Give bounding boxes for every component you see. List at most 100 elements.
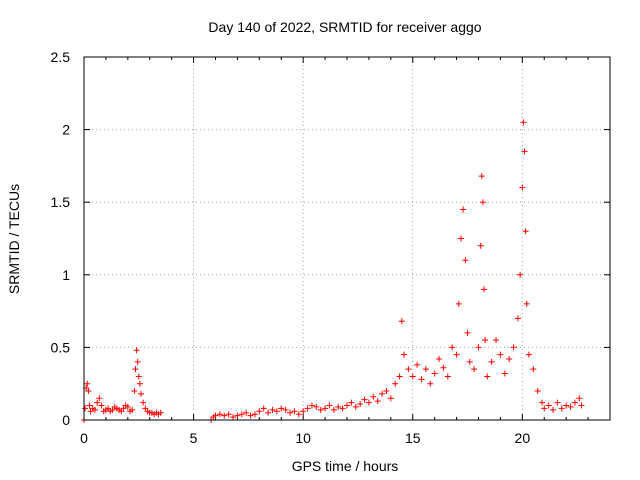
data-point	[287, 410, 293, 416]
data-point	[388, 395, 394, 401]
data-point	[526, 352, 532, 358]
data-point	[131, 388, 137, 394]
data-point	[541, 405, 547, 411]
data-point	[410, 373, 416, 379]
data-point	[515, 315, 521, 321]
data-point	[419, 376, 425, 382]
data-point	[348, 400, 354, 406]
data-point	[480, 199, 486, 205]
data-point	[478, 243, 484, 249]
data-point	[481, 286, 487, 292]
data-point	[136, 373, 142, 379]
data-point	[440, 365, 446, 371]
data-point	[326, 402, 332, 408]
data-point	[133, 366, 139, 372]
y-tick-label: 0.5	[51, 339, 71, 355]
data-point	[550, 407, 556, 413]
data-point	[471, 366, 477, 372]
data-point	[449, 344, 455, 350]
data-point	[269, 407, 275, 413]
y-tick-label: 0	[62, 412, 70, 428]
plot-frame	[84, 57, 610, 420]
data-point	[576, 395, 582, 401]
x-tick-label: 5	[190, 430, 198, 446]
y-tick-label: 2.5	[51, 49, 71, 65]
data-point	[427, 381, 433, 387]
data-point	[523, 228, 529, 234]
data-point	[379, 391, 385, 397]
data-point	[454, 352, 460, 358]
data-point	[520, 119, 526, 125]
data-point	[524, 301, 530, 307]
data-point	[530, 366, 536, 372]
data-point	[230, 414, 236, 420]
data-point	[261, 405, 267, 411]
data-point	[305, 405, 311, 411]
data-point	[482, 337, 488, 343]
data-point	[362, 397, 368, 403]
data-point	[399, 318, 405, 324]
data-point	[357, 401, 363, 407]
data-point	[568, 404, 574, 410]
data-points	[81, 119, 585, 423]
data-point	[234, 413, 240, 419]
data-point	[476, 344, 482, 350]
data-point	[226, 411, 232, 417]
data-point	[248, 413, 254, 419]
data-point	[535, 388, 541, 394]
data-point	[502, 371, 508, 377]
chart-title: Day 140 of 2022, SRMTID for receiver agg…	[208, 19, 481, 35]
data-point	[383, 388, 389, 394]
data-point	[479, 173, 485, 179]
data-point	[497, 352, 503, 358]
data-point	[436, 356, 442, 362]
y-axis-label: SRMTID / TECUs	[6, 184, 22, 294]
data-point	[506, 356, 512, 362]
data-point	[274, 408, 280, 414]
data-point	[460, 206, 466, 212]
data-point	[331, 407, 337, 413]
data-point	[493, 337, 499, 343]
data-point	[456, 301, 462, 307]
data-point	[432, 371, 438, 377]
x-tick-label: 15	[405, 430, 421, 446]
data-point	[252, 411, 258, 417]
data-point	[519, 185, 525, 191]
data-point	[375, 398, 381, 404]
data-point	[397, 373, 403, 379]
tick-layer: 0 5 10 15 20 0 0.5 1 1.5 2 2.5	[51, 49, 610, 446]
data-point	[256, 408, 262, 414]
data-point	[462, 257, 468, 263]
data-point	[423, 366, 429, 372]
data-point	[559, 405, 565, 411]
data-point	[309, 402, 315, 408]
data-point	[579, 402, 585, 408]
grid-layer	[84, 57, 610, 420]
y-tick-label: 1.5	[51, 194, 71, 210]
data-point	[217, 411, 223, 417]
data-point	[546, 402, 552, 408]
data-point	[99, 402, 105, 408]
data-point	[353, 404, 359, 410]
data-point	[484, 373, 490, 379]
data-point	[283, 407, 289, 413]
y-tick-label: 1	[62, 267, 70, 283]
data-point	[134, 347, 140, 353]
data-point	[140, 400, 146, 406]
data-point	[563, 402, 569, 408]
data-point	[489, 359, 495, 365]
data-point	[335, 404, 341, 410]
data-point	[458, 236, 464, 242]
x-tick-label: 20	[515, 430, 531, 446]
data-point	[135, 359, 141, 365]
data-point	[405, 366, 411, 372]
data-point	[265, 410, 271, 416]
data-point	[243, 410, 249, 416]
data-point	[318, 407, 324, 413]
chart: Day 140 of 2022, SRMTID for receiver agg…	[0, 0, 640, 480]
y-tick-label: 2	[62, 122, 70, 138]
data-point	[554, 400, 560, 406]
data-point	[539, 400, 545, 406]
data-point	[401, 352, 407, 358]
data-point	[370, 394, 376, 400]
